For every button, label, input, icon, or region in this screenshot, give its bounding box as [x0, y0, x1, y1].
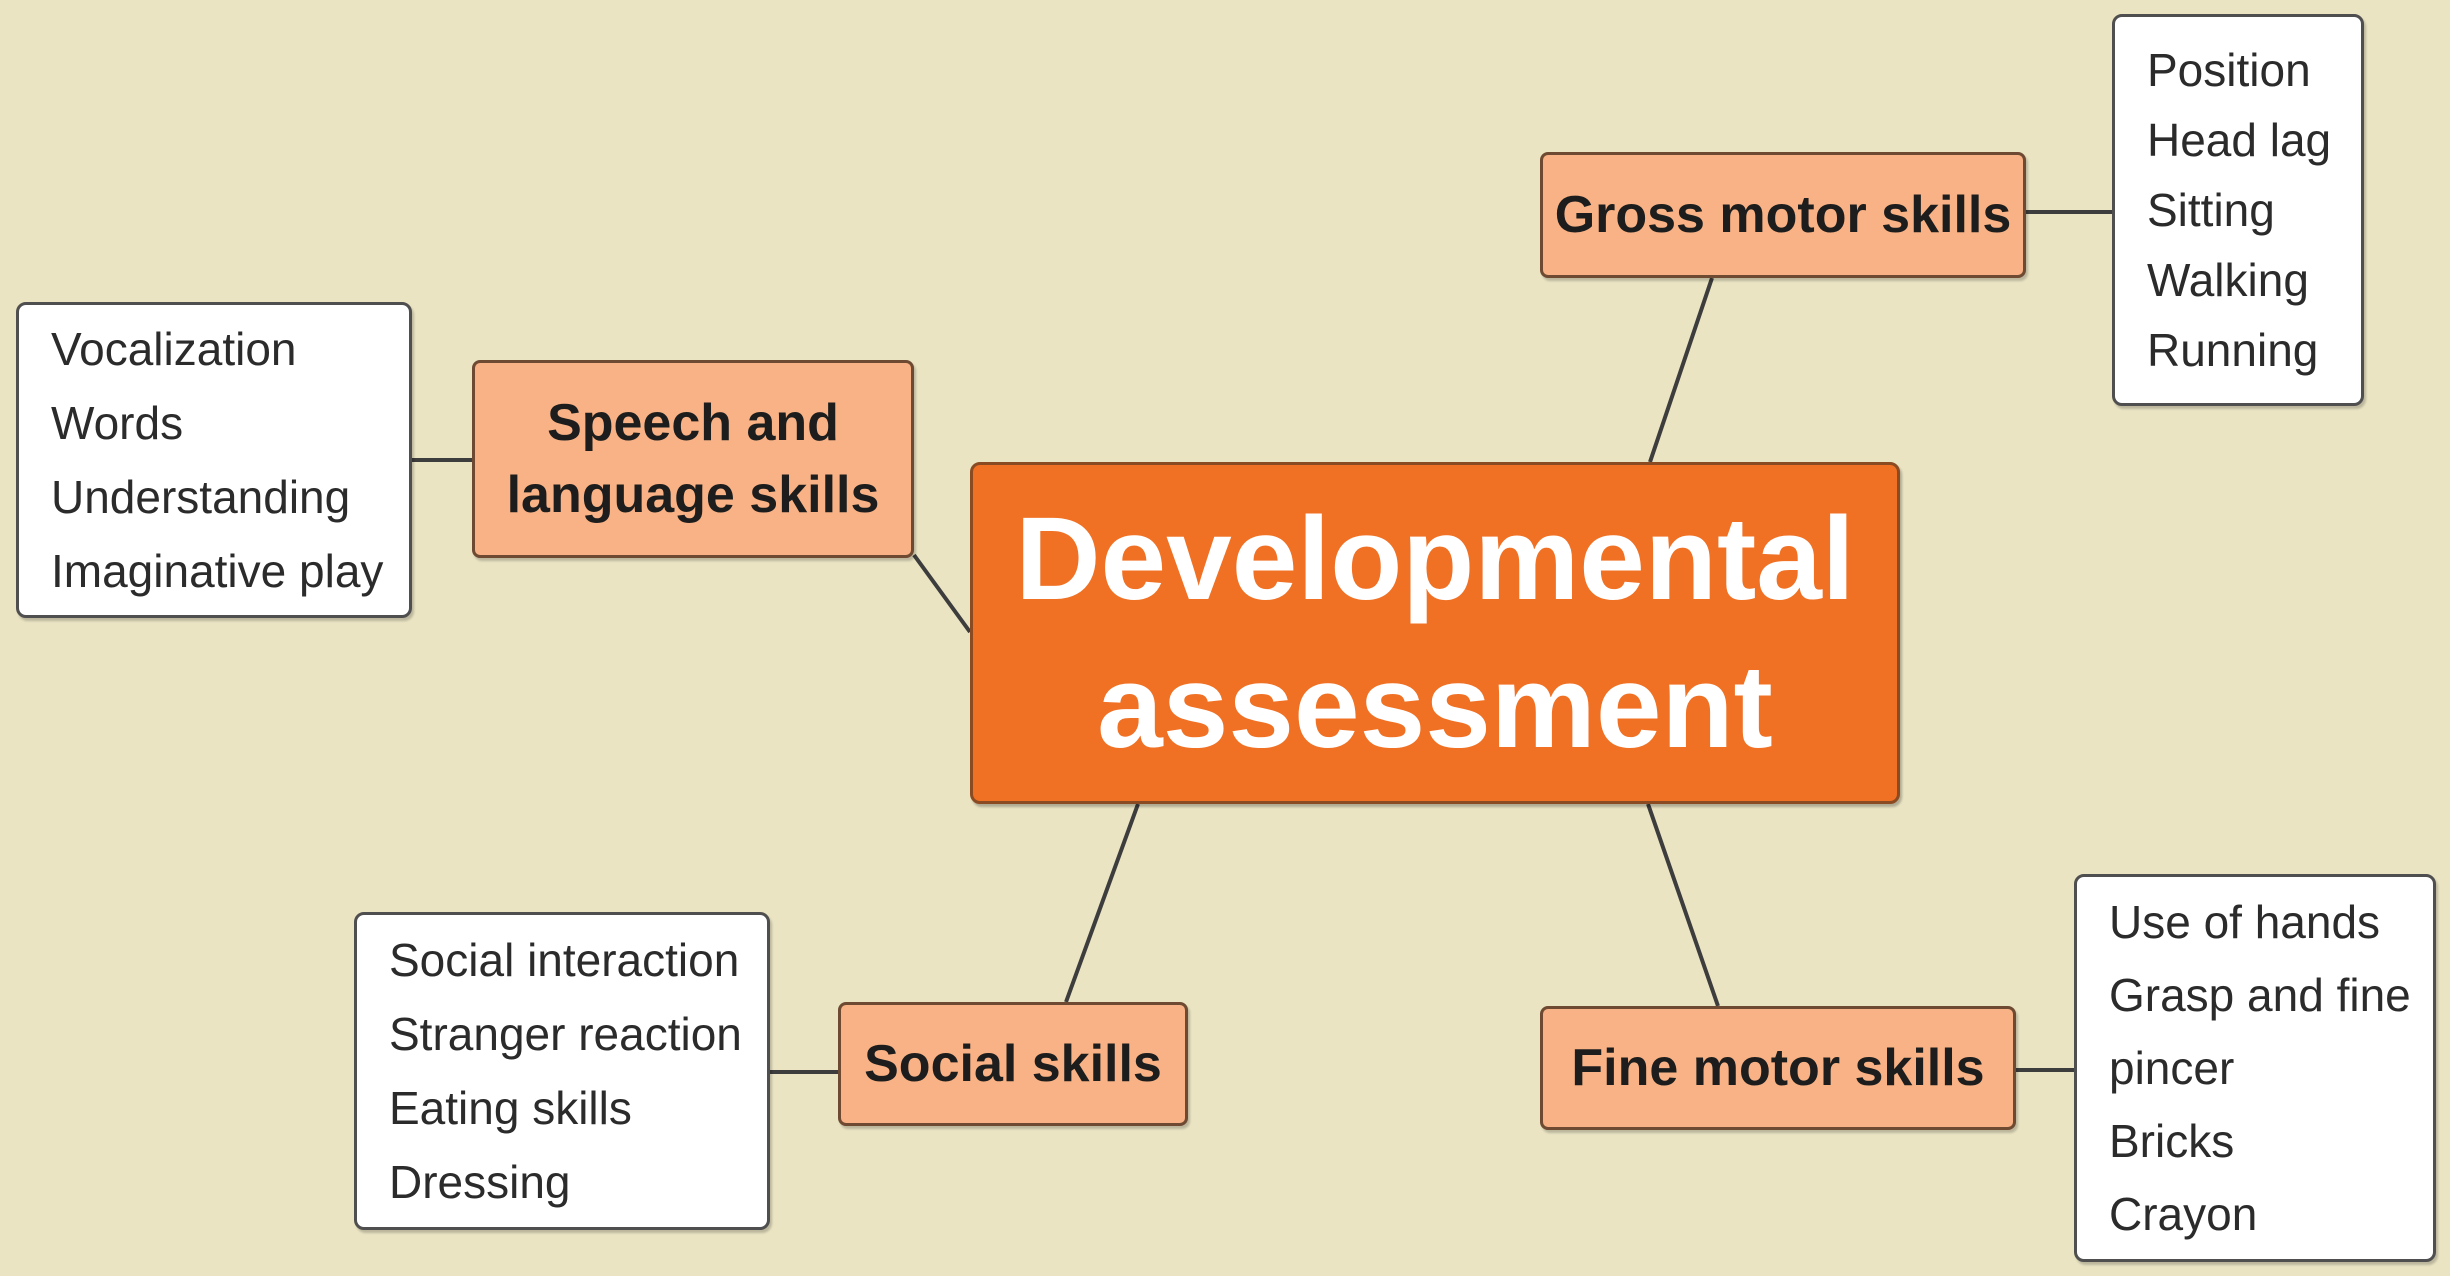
connector-central-speech	[912, 553, 972, 634]
social-items-box: Social interaction Stranger reaction Eat…	[354, 912, 770, 1230]
list-item: Understanding	[51, 471, 351, 523]
list-item: Words	[51, 397, 184, 449]
list-item: Stranger reaction	[389, 1008, 742, 1060]
connector-central-gross	[1648, 277, 1714, 463]
gross-motor-skills-node: Gross motor skills	[1540, 152, 2026, 278]
fine-motor-skills-node: Fine motor skills	[1540, 1006, 2016, 1130]
connector-central-social	[1064, 803, 1140, 1003]
list-item: Eating skills	[389, 1082, 632, 1134]
social-skills-label: Social skills	[864, 1035, 1162, 1093]
gross-motor-items-box: Position Head lag Sitting Walking Runnin…	[2112, 14, 2364, 406]
list-item: Grasp and fine	[2109, 968, 2411, 1021]
list-item: Social interaction	[389, 934, 740, 986]
speech-language-items-box: Vocalization Words Understanding Imagina…	[16, 302, 412, 618]
central-title-line-2: assessment	[1097, 641, 1773, 773]
central-node-developmental-assessment: Developmental assessment	[970, 462, 1900, 804]
list-item: Position	[2147, 44, 2311, 96]
central-title-line-1: Developmental	[1015, 493, 1855, 625]
list-item: Imaginative play	[51, 545, 384, 597]
connector-central-fine	[1646, 803, 1720, 1007]
gross-motor-skills-label: Gross motor skills	[1554, 186, 2012, 244]
list-item: Walking	[2147, 254, 2309, 306]
list-item: Dressing	[389, 1156, 571, 1208]
list-item: Bricks	[2109, 1114, 2235, 1167]
list-item: pincer	[2109, 1041, 2235, 1094]
list-item: Sitting	[2147, 184, 2275, 236]
list-item: Head lag	[2147, 114, 2332, 166]
speech-language-skills-node: Speech and language skills	[472, 360, 914, 558]
list-item: Crayon	[2109, 1187, 2258, 1240]
speech-language-label-line-1: Speech and	[547, 394, 839, 452]
fine-motor-skills-label: Fine motor skills	[1571, 1039, 1985, 1097]
list-item: Running	[2147, 324, 2319, 376]
fine-motor-items-box: Use of hands Grasp and fine pincer Brick…	[2074, 874, 2436, 1262]
list-item: Use of hands	[2109, 895, 2381, 948]
social-skills-node: Social skills	[838, 1002, 1188, 1126]
list-item: Vocalization	[51, 323, 297, 375]
speech-language-label-line-2: language skills	[506, 466, 880, 524]
